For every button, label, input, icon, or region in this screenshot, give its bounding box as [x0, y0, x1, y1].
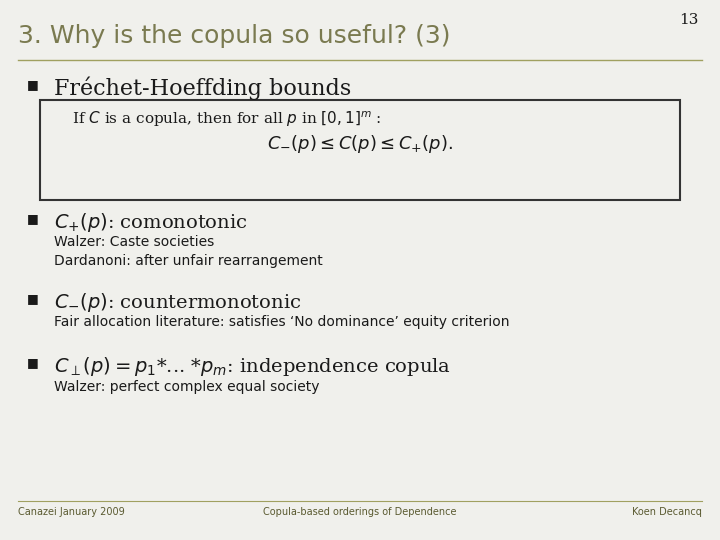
Text: If $C$ is a copula, then for all $p$ in $[0,1]^m$ :: If $C$ is a copula, then for all $p$ in …	[72, 109, 382, 129]
Text: $C_{-}(p) \leq C(p) \leq C_{+}(p).$: $C_{-}(p) \leq C(p) \leq C_{+}(p).$	[267, 133, 453, 156]
Text: 3. Why is the copula so useful? (3): 3. Why is the copula so useful? (3)	[18, 24, 451, 48]
Text: Dardanoni: after unfair rearrangement: Dardanoni: after unfair rearrangement	[54, 254, 323, 268]
Text: Fréchet-Hoeffding bounds: Fréchet-Hoeffding bounds	[54, 77, 351, 100]
Text: Walzer: perfect complex equal society: Walzer: perfect complex equal society	[54, 380, 320, 394]
Text: ■: ■	[27, 292, 39, 305]
Text: Canazei January 2009: Canazei January 2009	[18, 507, 125, 517]
FancyBboxPatch shape	[40, 100, 680, 200]
Text: ■: ■	[27, 78, 39, 91]
Text: Koen Decancq: Koen Decancq	[632, 507, 702, 517]
Text: Walzer: Caste societies: Walzer: Caste societies	[54, 235, 215, 249]
Text: 13: 13	[679, 14, 698, 28]
Text: Fair allocation literature: satisfies ‘No dominance’ equity criterion: Fair allocation literature: satisfies ‘N…	[54, 315, 510, 329]
Text: $C_{+}(p)$: comonotonic: $C_{+}(p)$: comonotonic	[54, 211, 248, 234]
Text: Copula-based orderings of Dependence: Copula-based orderings of Dependence	[264, 507, 456, 517]
Text: ■: ■	[27, 212, 39, 225]
Text: $C_{-}(p)$: countermonotonic: $C_{-}(p)$: countermonotonic	[54, 291, 302, 314]
Text: $C_{\perp}(p)=p_1$*... *$p_m$: independence copula: $C_{\perp}(p)=p_1$*... *$p_m$: independe…	[54, 355, 451, 379]
Text: ■: ■	[27, 356, 39, 369]
